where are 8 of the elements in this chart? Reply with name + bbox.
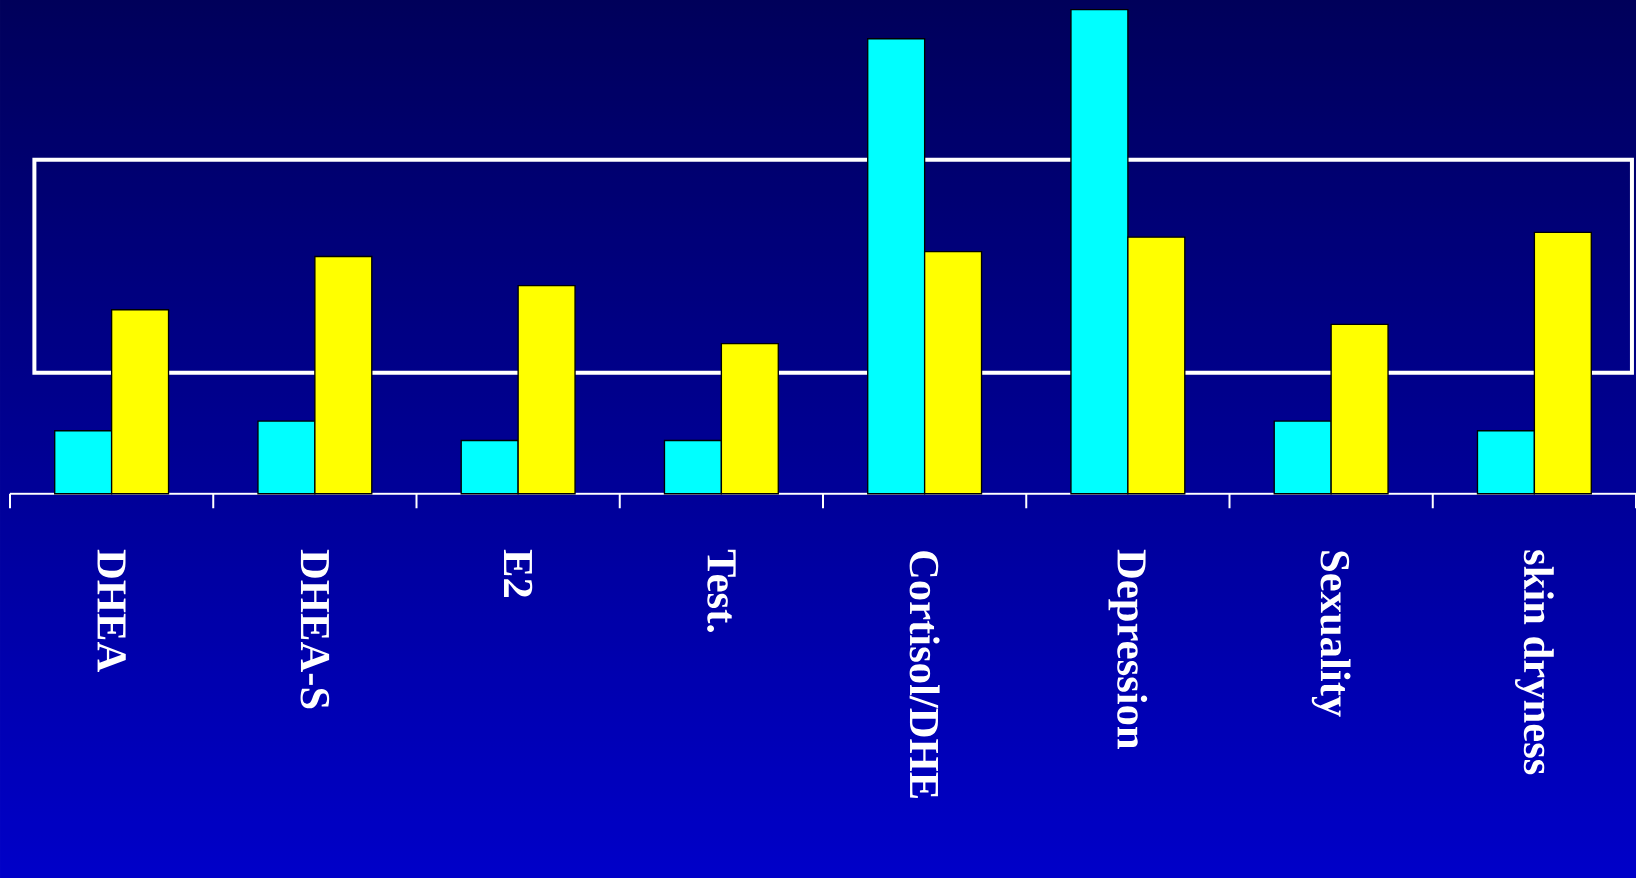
x-tick-label: skin dryness bbox=[1515, 550, 1554, 775]
x-tick-label: DHEA bbox=[97, 549, 126, 672]
x-tick-label: DHEA-S bbox=[300, 549, 330, 709]
x-tick-label: Test. bbox=[707, 549, 736, 632]
x-tick-label: Depression bbox=[1108, 549, 1148, 749]
x-tick-label: Cortisol/DHE bbox=[909, 550, 940, 798]
x-tick-label: Sexuality bbox=[1311, 551, 1351, 717]
x-tick-label: E2 bbox=[504, 549, 533, 597]
